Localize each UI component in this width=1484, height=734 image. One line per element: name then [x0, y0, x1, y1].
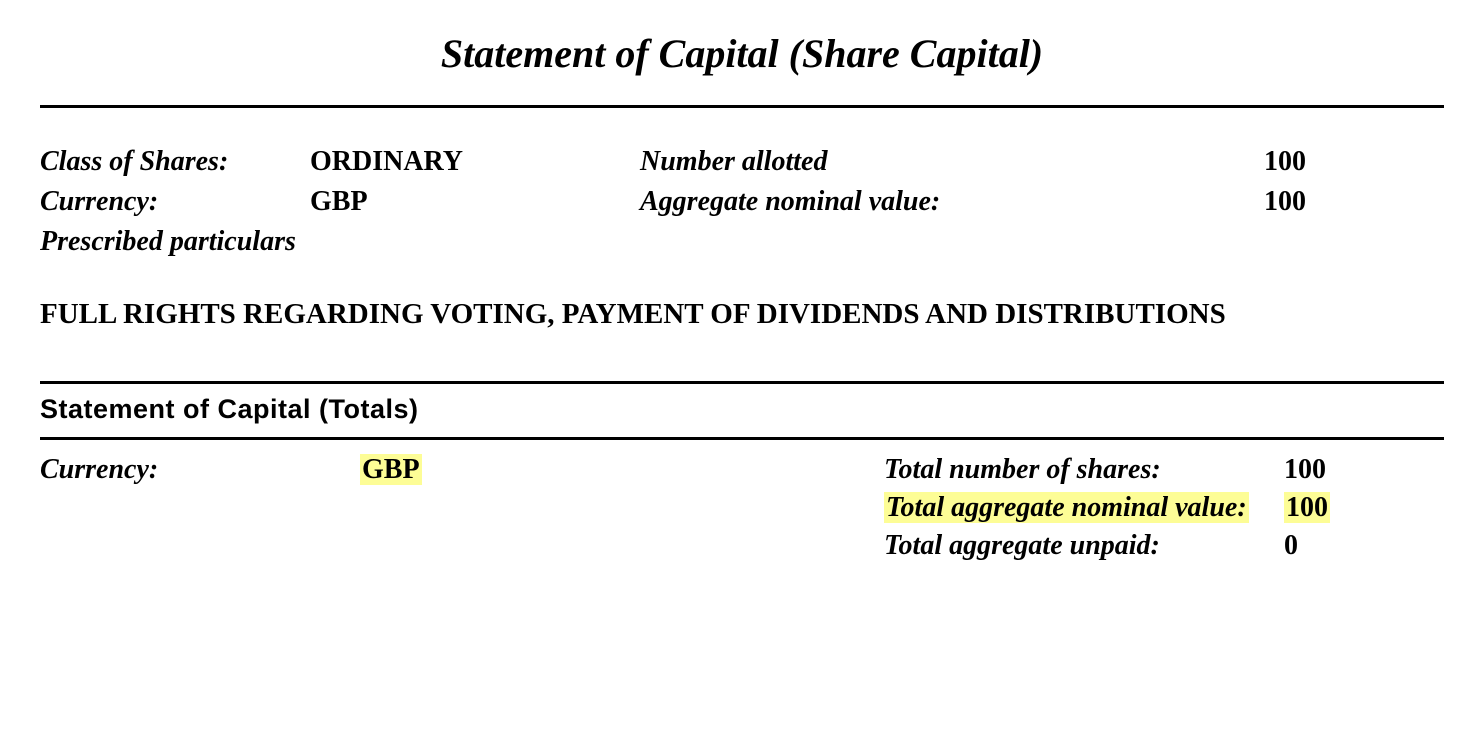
currency-value: GBP	[310, 186, 640, 218]
totals-currency-value: GBP	[360, 454, 422, 485]
number-allotted-value: 100	[1264, 146, 1444, 178]
total-aggregate-nominal-label: Total aggregate nominal value:	[884, 492, 1249, 523]
rule-top	[40, 105, 1444, 108]
prescribed-particulars-label: Prescribed particulars	[40, 226, 1444, 258]
class-of-shares-value: ORDINARY	[310, 146, 640, 178]
total-shares-label: Total number of shares:	[884, 454, 1284, 486]
prescribed-particulars-text: FULL RIGHTS REGARDING VOTING, PAYMENT OF…	[40, 298, 1444, 331]
total-shares-value: 100	[1284, 454, 1444, 486]
aggregate-nominal-value: 100	[1264, 186, 1444, 218]
share-capital-grid: Class of Shares: ORDINARY Number allotte…	[40, 146, 1444, 258]
totals-grid: Currency: GBP Total number of shares: 10…	[40, 454, 1444, 562]
page-title: Statement of Capital (Share Capital)	[40, 30, 1444, 77]
class-of-shares-label: Class of Shares:	[40, 146, 310, 178]
rule-totals-bottom	[40, 437, 1444, 440]
total-aggregate-nominal-value: 100	[1284, 492, 1330, 523]
currency-label: Currency:	[40, 186, 310, 218]
total-aggregate-unpaid-label: Total aggregate unpaid:	[884, 530, 1284, 562]
total-aggregate-unpaid-value: 0	[1284, 530, 1444, 562]
totals-section-title: Statement of Capital (Totals)	[40, 384, 1444, 437]
aggregate-nominal-label: Aggregate nominal value:	[640, 186, 1264, 218]
number-allotted-label: Number allotted	[640, 146, 1264, 178]
totals-currency-label: Currency:	[40, 454, 360, 486]
